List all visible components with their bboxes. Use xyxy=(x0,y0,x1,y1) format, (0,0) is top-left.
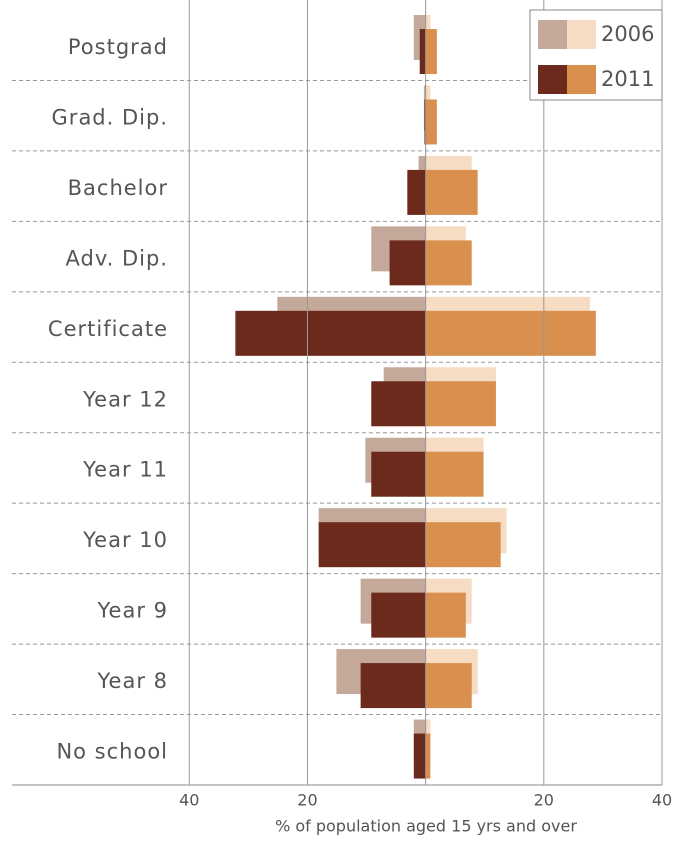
bar xyxy=(371,381,425,426)
bar xyxy=(426,99,437,144)
category-label: Bachelor xyxy=(68,176,168,200)
bar xyxy=(371,452,425,497)
bar xyxy=(426,734,431,779)
x-tick-label: 20 xyxy=(297,791,317,810)
bar xyxy=(426,452,484,497)
x-axis-label: % of population aged 15 yrs and over xyxy=(275,817,577,836)
category-label: Postgrad xyxy=(68,35,168,59)
bar xyxy=(426,240,472,285)
category-label: Year 11 xyxy=(82,458,168,482)
category-label: Grad. Dip. xyxy=(52,105,168,129)
category-label: Certificate xyxy=(48,317,168,341)
x-tick-label: 20 xyxy=(534,791,554,810)
legend-label: 2011 xyxy=(601,67,654,91)
bar xyxy=(426,311,596,356)
category-label: Adv. Dip. xyxy=(66,246,169,270)
bar xyxy=(407,170,425,215)
legend-label: 2006 xyxy=(601,22,654,46)
bars xyxy=(235,15,595,779)
bar xyxy=(426,663,472,708)
bar xyxy=(414,734,426,779)
page: {"chart_data": { "type": "butterfly", "c… xyxy=(0,0,674,840)
x-tick-label: 40 xyxy=(652,791,672,810)
legend-swatch xyxy=(567,20,596,49)
bar xyxy=(420,29,426,74)
x-tick-label: 40 xyxy=(179,791,199,810)
category-label: Year 12 xyxy=(82,387,168,411)
category-label: No school xyxy=(56,740,168,764)
category-label: Year 10 xyxy=(82,528,168,552)
bar xyxy=(361,663,426,708)
bar xyxy=(390,240,426,285)
bar xyxy=(426,170,478,215)
bar xyxy=(319,522,426,567)
bar xyxy=(371,593,425,638)
bar xyxy=(426,381,496,426)
bar xyxy=(426,593,466,638)
legend-swatch xyxy=(538,65,567,94)
bar xyxy=(426,522,501,567)
bar xyxy=(235,311,425,356)
chart: % of population aged 15 yrs and over 40 2… xyxy=(0,0,674,840)
bar xyxy=(426,29,437,74)
legend-swatch xyxy=(538,20,567,49)
legend: 2006 2011 xyxy=(530,10,662,100)
legend-swatch xyxy=(567,65,596,94)
category-label: Year 9 xyxy=(97,599,169,623)
category-label: Year 8 xyxy=(97,669,169,693)
